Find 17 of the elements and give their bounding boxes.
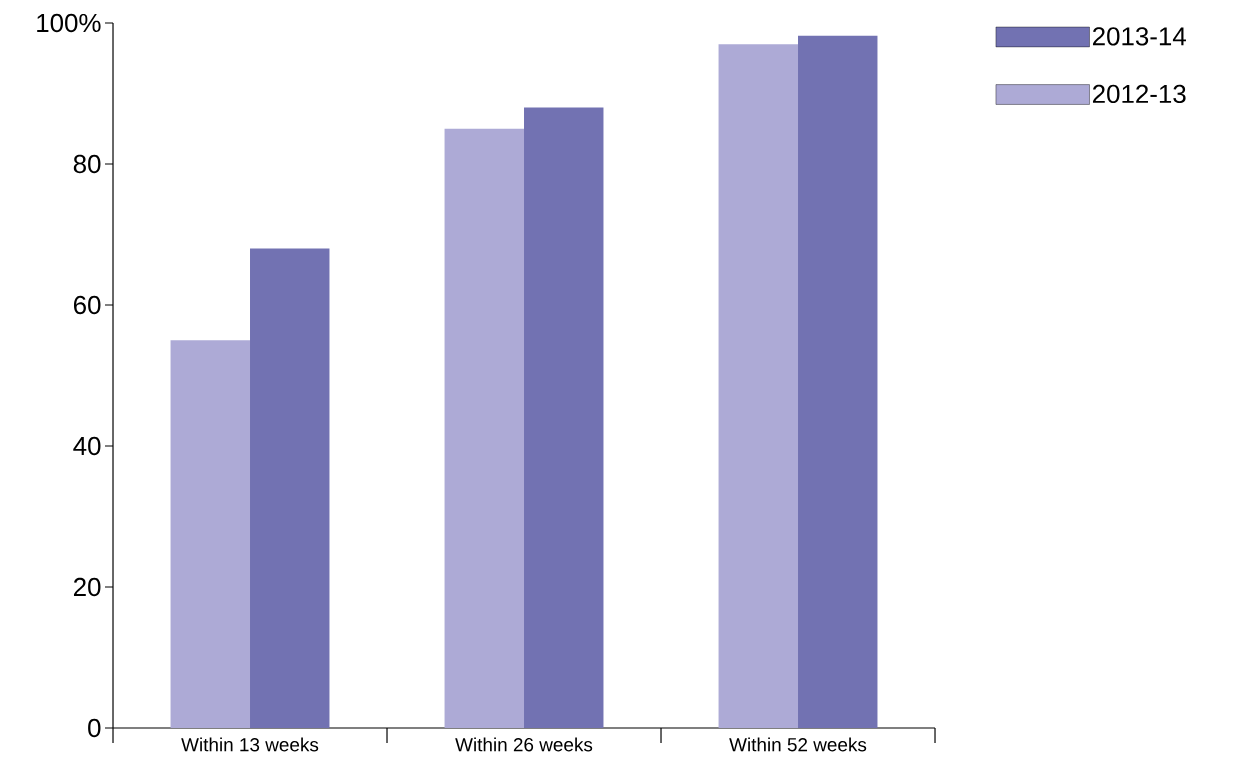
bar [718, 44, 799, 728]
y-tick-label: 60 [73, 295, 101, 315]
y-tick-label: 100% [37, 13, 101, 33]
y-tick-label: 0 [88, 718, 101, 738]
legend-label: 2013-14 [1092, 27, 1186, 46]
bar [170, 340, 251, 728]
bar [524, 107, 604, 728]
x-tick-label: Within 26 weeks [455, 737, 593, 752]
legend-label: 2012-13 [1092, 84, 1186, 104]
y-tick-label: 40 [73, 436, 101, 456]
bar [444, 128, 525, 728]
x-tick-label: Within 52 weeks [729, 737, 867, 752]
y-tick-label: 20 [73, 577, 101, 597]
bar [798, 35, 878, 728]
x-tick-label: Within 13 weeks [181, 737, 319, 752]
bar [250, 248, 330, 728]
y-tick-label: 80 [73, 154, 101, 174]
